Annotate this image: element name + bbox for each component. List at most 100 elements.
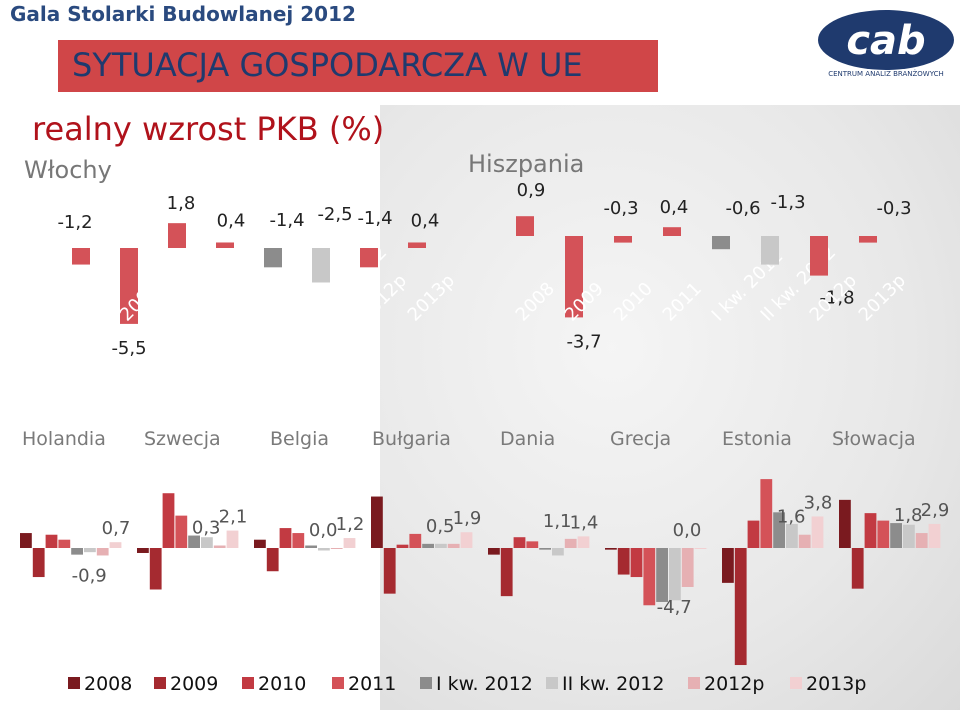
bar-2009	[383, 548, 396, 594]
spain-value-label: 0,4	[660, 197, 689, 218]
bar-2012p	[213, 545, 226, 548]
value-label: 1,6	[777, 507, 806, 528]
bar-2008	[722, 548, 734, 583]
italy-bar	[168, 223, 186, 248]
value-label: 1,2	[336, 514, 365, 535]
bar-I-kw-2012	[305, 545, 317, 548]
legend-swatch	[688, 677, 700, 689]
italy-bar	[408, 242, 426, 248]
bar-2012p	[330, 548, 343, 549]
italy-bar	[312, 248, 330, 283]
country-label: Bułgaria	[372, 428, 451, 450]
bar-2011	[292, 533, 305, 548]
legend-swatch	[420, 677, 432, 689]
bar-2011	[58, 539, 71, 548]
bar-2012p	[798, 534, 811, 548]
spain-value-label: -0,3	[603, 198, 638, 219]
italy-bar	[360, 248, 378, 268]
value-label: 2,1	[219, 507, 248, 528]
italy-tick-label: 2011	[212, 278, 259, 325]
bar-2008	[371, 496, 383, 548]
spain-value-label: -1,8	[819, 288, 854, 309]
legend-label: 2013p	[806, 673, 866, 695]
bar-2012p	[447, 543, 460, 548]
spain-tick-label: 2008	[512, 278, 559, 325]
spain-bar	[859, 236, 877, 243]
italy-bar	[264, 248, 282, 268]
spain-value-label: -0,6	[725, 198, 760, 219]
bar-2009	[266, 548, 279, 572]
value-label: 0,7	[102, 518, 131, 539]
italy-value-label: -5,5	[111, 338, 146, 359]
country-label: Szwecja	[144, 428, 221, 450]
value-label: 0,3	[192, 518, 221, 539]
value-label: 1,1	[543, 511, 572, 532]
bar-2008	[137, 548, 149, 553]
spain-tick-label: 2013p	[855, 270, 910, 325]
bar-2010	[630, 548, 643, 578]
spain-tick-label: 2011	[659, 278, 706, 325]
bar-II-kw-2012	[903, 524, 915, 548]
italy-value-label: 0,4	[217, 210, 246, 231]
legend-swatch	[154, 677, 166, 689]
italy-bar	[120, 248, 138, 324]
bar-2013p	[460, 532, 473, 548]
value-label: 0,0	[673, 520, 702, 541]
bar-II-kw-2012	[318, 548, 330, 551]
bar-2008	[20, 533, 32, 548]
italy-title: Włochy	[24, 156, 112, 184]
italy-value-label: 0,4	[411, 210, 440, 231]
legend-label: 2008	[84, 673, 132, 695]
bar-2010	[45, 534, 58, 548]
spain-value-label: -0,3	[876, 198, 911, 219]
legend-swatch	[68, 677, 80, 689]
bar-2010	[864, 513, 877, 548]
bar-2010	[279, 528, 292, 548]
bar-I-kw-2012	[773, 512, 785, 548]
bar-I-kw-2012	[890, 523, 902, 548]
bar-I-kw-2012	[188, 535, 200, 548]
legend-label: I kw. 2012	[436, 673, 533, 695]
legend-swatch	[790, 677, 802, 689]
bar-II-kw-2012	[84, 548, 96, 553]
bar-II-kw-2012	[435, 543, 447, 548]
bar-2011	[409, 533, 422, 548]
bar-2009	[851, 548, 864, 589]
value-label: 1,9	[453, 508, 482, 529]
bar-II-kw-2012	[201, 537, 213, 548]
italy-tick-label: 2008	[68, 278, 115, 325]
bar-2010	[396, 544, 409, 548]
bar-2011	[175, 515, 188, 548]
spain-tick-label: 2010	[610, 278, 657, 325]
country-label: Grecja	[610, 428, 671, 450]
bar-2013p	[577, 536, 590, 548]
italy-value-label: -1,4	[357, 208, 392, 229]
spain-bar	[761, 236, 779, 265]
bar-2012p	[915, 533, 928, 548]
country-label: Estonia	[722, 428, 792, 450]
bar-2013p	[343, 538, 356, 548]
italy-tick-label: 2013p	[404, 270, 459, 325]
bar-2012p	[564, 538, 577, 548]
value-label: 1,8	[894, 505, 923, 526]
bar-II-kw-2012	[669, 548, 681, 601]
europe-map-background	[380, 105, 960, 710]
spain-bar	[565, 236, 583, 318]
bar-2013p	[694, 548, 707, 549]
italy-bar	[216, 242, 234, 248]
value-label: -4,7	[657, 597, 692, 618]
legend-swatch	[546, 677, 558, 689]
chart-subtitle: realny wzrost PKB (%)	[32, 110, 385, 148]
bar-II-kw-2012	[552, 548, 564, 556]
country-label: Słowacja	[832, 428, 916, 450]
bar-2008	[254, 539, 266, 548]
spain-bar	[712, 236, 730, 250]
legend-swatch	[332, 677, 344, 689]
bar-2011	[760, 479, 773, 548]
bar-2009	[617, 548, 630, 575]
spain-value-label: 0,9	[517, 180, 546, 201]
italy-value-label: -1,4	[269, 210, 304, 231]
legend-label: 2012p	[704, 673, 764, 695]
spain-bar	[810, 236, 828, 276]
